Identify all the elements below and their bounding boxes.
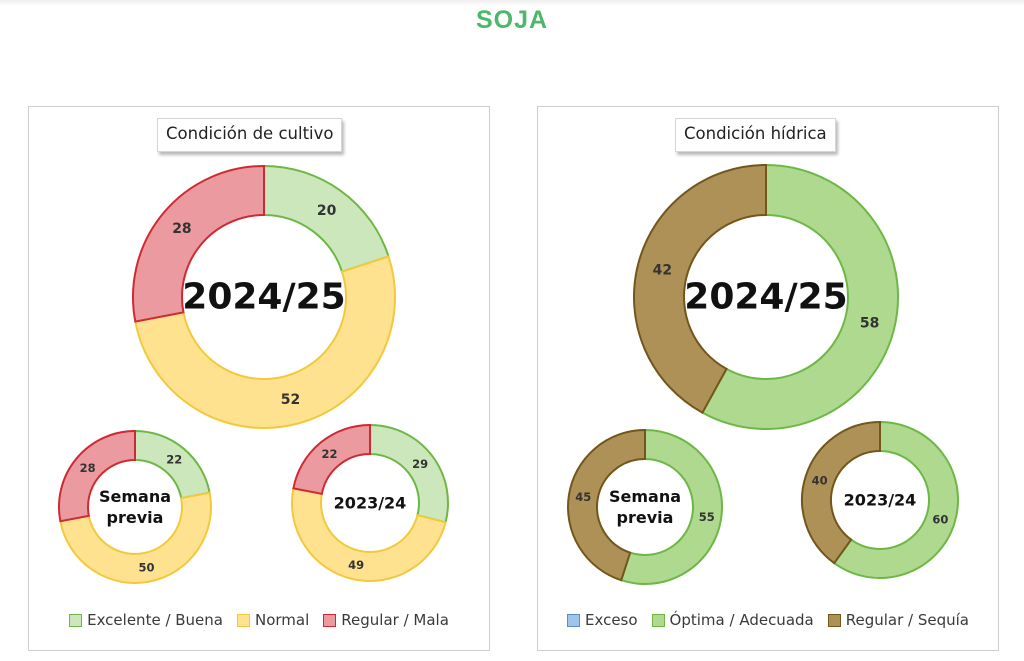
water-condition-chart: 58 42 2024/25 55 45 Semana previa 60 40 2023/24 xyxy=(567,163,959,585)
crop-center-label-2024-25: 2024/25 xyxy=(182,277,345,318)
crop-slice-semana-previa-normal xyxy=(59,491,212,584)
crop-slice-2024-25-regular-mala xyxy=(132,164,265,323)
crop-legend-item-excelente-buena: Excelente / Buena xyxy=(69,611,223,629)
water-center-label-2023-24: 2023/24 xyxy=(844,491,917,510)
crop-value-label: 22 xyxy=(322,447,338,461)
crop-donut-2023-24: 29 49 22 2023/24 xyxy=(291,423,449,582)
crop-legend-swatch xyxy=(323,613,337,627)
water-slice-semana-previa-regular-sequia xyxy=(567,428,646,582)
water-condition-legend: Exceso Óptima / Adecuada Regular / Sequía xyxy=(538,611,998,629)
crop-center-label-2023-24: 2023/24 xyxy=(334,494,407,513)
crop-condition-panel: Condición de cultivo 20 52 28 2024/25 22 50 28… xyxy=(28,106,490,651)
top-bar xyxy=(0,0,1024,6)
crop-slice-semana-previa-regular-mala xyxy=(58,429,136,523)
water-center-label-2024-25: 2024/25 xyxy=(684,277,847,318)
crop-legend-swatch xyxy=(237,613,250,627)
page-title: SOJA xyxy=(475,6,549,34)
crop-slice-2023-24-normal xyxy=(291,487,447,582)
crop-value-label: 28 xyxy=(172,221,191,237)
crop-value-label: 52 xyxy=(281,392,300,408)
crop-legend-label: Regular / Mala xyxy=(341,611,449,629)
water-value-label: 60 xyxy=(932,513,948,527)
water-legend-label: Regular / Sequía xyxy=(845,611,969,629)
water-slice-semana-previa-optima-adecuada xyxy=(619,428,723,585)
crop-donut-2024-25: 20 52 28 2024/25 xyxy=(132,164,396,429)
crop-center-label-semana-previa: Semana previa xyxy=(99,487,171,527)
crop-value-label: 28 xyxy=(80,461,96,475)
water-legend-label: Exceso xyxy=(584,611,638,629)
crop-value-label: 22 xyxy=(166,453,182,467)
water-value-label: 55 xyxy=(699,510,715,524)
water-condition-title: Condición hídrica xyxy=(675,118,836,152)
water-value-label: 45 xyxy=(575,490,591,504)
water-center-label-semana-previa: Semana previa xyxy=(609,487,681,527)
crop-value-label: 20 xyxy=(317,203,337,219)
crop-slice-2023-24-regular-mala xyxy=(292,423,371,495)
crop-legend-item-regular-mala: Regular / Mala xyxy=(323,611,449,629)
water-legend-swatch xyxy=(827,613,841,627)
crop-legend-item-normal: Normal xyxy=(237,611,309,629)
water-legend-swatch xyxy=(651,613,665,627)
crop-condition-title: Condición de cultivo xyxy=(157,118,343,152)
water-legend-item-exceso: Exceso xyxy=(566,611,638,629)
water-slice-2024-25-regular-sequia xyxy=(633,163,767,415)
water-value-label: 58 xyxy=(860,316,879,332)
water-legend-item-regular-sequia: Regular / Sequía xyxy=(827,611,969,629)
water-donut-semana-previa: 55 45 Semana previa xyxy=(567,428,723,585)
water-legend-item-optima-adecuada: Óptima / Adecuada xyxy=(651,611,814,629)
water-legend-swatch xyxy=(566,613,580,627)
crop-legend-label: Excelente / Buena xyxy=(87,611,223,629)
water-value-label: 42 xyxy=(653,262,672,278)
water-slice-2023-24-optima-adecuada xyxy=(832,420,959,579)
crop-value-label: 50 xyxy=(139,560,155,574)
crop-legend-swatch xyxy=(69,613,83,627)
water-donut-2024-25: 58 42 2024/25 xyxy=(633,163,900,430)
crop-slice-2024-25-normal xyxy=(134,255,396,429)
water-slice-2023-24-regular-sequia xyxy=(801,420,881,565)
water-value-label: 40 xyxy=(812,473,828,487)
crop-legend-label: Normal xyxy=(255,611,310,629)
water-condition-panel: Condición hídrica 58 42 2024/25 55 45 Semana p… xyxy=(537,106,999,651)
crop-value-label: 49 xyxy=(348,558,364,572)
crop-condition-legend: Excelente / Buena Normal Regular / Mala xyxy=(29,611,489,629)
water-donut-2023-24: 60 40 2023/24 xyxy=(801,420,959,579)
water-slice-2024-25-optima-adecuada xyxy=(701,163,900,430)
crop-value-label: 29 xyxy=(412,457,428,471)
water-legend-label: Óptima / Adecuada xyxy=(669,611,814,629)
